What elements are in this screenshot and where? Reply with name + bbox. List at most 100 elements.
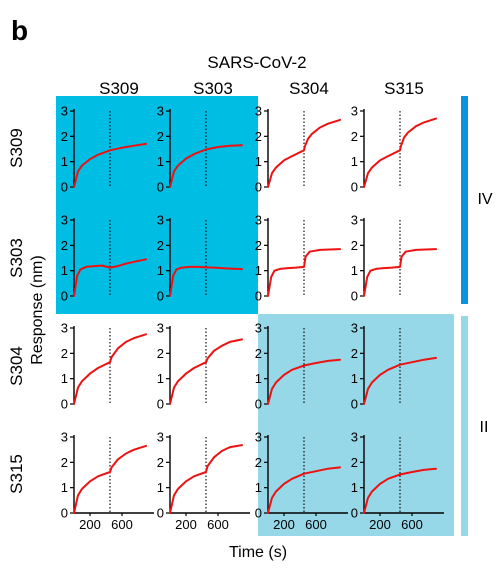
panel-s309-vs-s309: 0 1 2 3 <box>61 104 147 195</box>
panel-s315-vs-s304: 0 1 2 3 200 600 <box>255 430 348 532</box>
column-headers: S309 S303 S304 S315 <box>99 79 424 98</box>
panel-letter: b <box>11 15 28 46</box>
y-tick-label: 1 <box>157 371 164 386</box>
y-tick-label: 3 <box>255 213 262 228</box>
y-tick-label: 3 <box>255 430 262 445</box>
y-tick-label: 3 <box>157 430 164 445</box>
y-tick-label: 1 <box>61 154 68 169</box>
y-tick-label: 2 <box>255 455 262 470</box>
row-header-s315: S315 <box>7 454 26 494</box>
y-tick-label: 3 <box>157 104 164 119</box>
panel-s315-vs-s315: 0 1 2 3 200 600 <box>351 430 444 532</box>
y-tick-label: 0 <box>255 506 262 521</box>
y-tick-label: 1 <box>61 480 68 495</box>
y-tick-label: 2 <box>255 238 262 253</box>
binding-trace <box>169 338 243 405</box>
y-tick-label: 2 <box>351 346 358 361</box>
x-tick-label: 200 <box>369 517 391 532</box>
y-tick-label: 0 <box>157 289 164 304</box>
column-header-s304: S304 <box>289 79 329 98</box>
y-tick-label: 1 <box>255 154 262 169</box>
group-ii-background <box>258 314 454 536</box>
binding-trace <box>73 333 147 405</box>
binding-trace <box>363 356 437 405</box>
x-tick-label: 600 <box>207 517 229 532</box>
y-tick-label: 0 <box>61 180 68 195</box>
y-tick-label: 1 <box>351 371 358 386</box>
binding-trace <box>169 444 243 514</box>
y-tick-label: 3 <box>351 430 358 445</box>
panel-s303-vs-s315: 0 1 2 3 <box>351 213 437 304</box>
y-tick-label: 1 <box>157 154 164 169</box>
y-tick-label: 2 <box>351 238 358 253</box>
panel-s309-vs-s303: 0 1 2 3 <box>157 104 243 195</box>
panel-s303-vs-s303: 0 1 2 3 <box>157 213 243 304</box>
y-tick-label: 3 <box>61 430 68 445</box>
figure-title: SARS-CoV-2 <box>207 53 306 72</box>
y-tick-label: 2 <box>61 129 68 144</box>
y-tick-label: 0 <box>157 397 164 412</box>
y-tick-label: 0 <box>61 397 68 412</box>
y-tick-label: 2 <box>61 346 68 361</box>
y-tick-label: 0 <box>157 180 164 195</box>
y-tick-label: 3 <box>351 321 358 336</box>
y-tick-label: 3 <box>61 213 68 228</box>
y-tick-label: 2 <box>255 129 262 144</box>
y-tick-label: 2 <box>157 455 164 470</box>
y-tick-label: 3 <box>157 321 164 336</box>
y-tick-label: 2 <box>157 238 164 253</box>
binding-trace <box>73 444 147 514</box>
binding-trace <box>267 358 341 405</box>
panel-s304-vs-s304: 0 1 2 3 <box>255 321 341 412</box>
y-tick-label: 2 <box>157 129 164 144</box>
x-axis-label: Time (s) <box>229 544 287 561</box>
panel-s309-vs-s315: 0 1 2 3 <box>351 104 437 195</box>
panel-s309-vs-s304: 0 1 2 3 <box>255 104 341 195</box>
y-tick-label: 1 <box>255 480 262 495</box>
y-tick-label: 3 <box>61 104 68 119</box>
y-tick-label: 1 <box>157 480 164 495</box>
panel-s315-vs-s309: 0 1 2 3 200 600 <box>61 430 154 532</box>
y-tick-label: 1 <box>351 263 358 278</box>
y-tick-label: 0 <box>255 289 262 304</box>
y-tick-label: 2 <box>157 346 164 361</box>
column-header-s303: S303 <box>193 79 233 98</box>
y-tick-label: 1 <box>351 480 358 495</box>
y-tick-label: 0 <box>351 180 358 195</box>
group-label-ii: II <box>480 419 489 436</box>
x-tick-label: 600 <box>305 517 327 532</box>
binding-trace <box>169 144 243 188</box>
y-tick-label: 0 <box>351 506 358 521</box>
row-header-s309: S309 <box>7 128 26 168</box>
row-header-s303: S303 <box>7 238 26 278</box>
y-tick-label: 2 <box>351 129 358 144</box>
y-tick-label: 0 <box>157 506 164 521</box>
binding-trace <box>73 142 147 188</box>
y-tick-label: 3 <box>351 213 358 228</box>
panel-s303-vs-s309: 0 1 2 3 <box>61 213 147 304</box>
x-tick-label: 600 <box>111 517 133 532</box>
y-tick-label: 0 <box>255 397 262 412</box>
column-header-s315: S315 <box>384 79 424 98</box>
binding-trace <box>363 248 437 297</box>
panel-grid: 0 1 2 3 0 1 2 3 0 1 2 3 0 1 2 3 0 1 2 3 0 1 2 3 0 1 2 3 0 1 2 3 0 1 2 3 0 1 2 3… <box>61 104 444 532</box>
y-tick-label: 3 <box>61 321 68 336</box>
y-tick-label: 2 <box>61 238 68 253</box>
y-tick-label: 1 <box>61 371 68 386</box>
y-tick-label: 0 <box>61 289 68 304</box>
x-tick-label: 200 <box>79 517 101 532</box>
x-tick-label: 200 <box>273 517 295 532</box>
y-tick-label: 1 <box>351 154 358 169</box>
panel-s304-vs-s315: 0 1 2 3 <box>351 321 437 412</box>
binding-trace <box>73 258 147 297</box>
row-header-s304: S304 <box>7 346 26 386</box>
y-tick-label: 2 <box>61 455 68 470</box>
y-tick-label: 3 <box>255 104 262 119</box>
y-tick-label: 3 <box>157 213 164 228</box>
y-tick-label: 0 <box>351 289 358 304</box>
group-iv-background <box>56 96 258 314</box>
panel-s315-vs-s303: 0 1 2 3 200 600 <box>157 430 250 532</box>
y-tick-label: 0 <box>61 506 68 521</box>
y-tick-label: 1 <box>255 371 262 386</box>
